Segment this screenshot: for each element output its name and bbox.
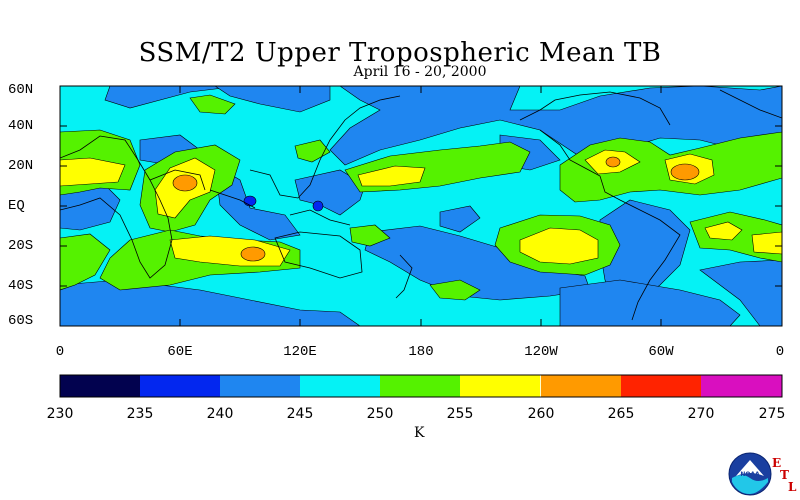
colorbar-label-230: 230	[46, 406, 74, 422]
lon-label-60w: 60W	[648, 344, 674, 360]
colorbar-swatch-235-240	[140, 375, 221, 397]
colorbar-swatch-240-245	[220, 375, 301, 397]
map-subtitle: April 16 - 20, 2000	[353, 64, 487, 80]
contour-255-260	[60, 149, 782, 267]
lon-ticks	[179, 86, 662, 326]
noaa-logo-icon: NOAA	[728, 452, 772, 496]
colorbar-label-260: 260	[527, 406, 555, 422]
colorbar-units: K	[414, 425, 425, 441]
colorbar-swatch-255-260	[460, 375, 541, 397]
colorbar-swatch-230-235	[60, 375, 141, 397]
colorbar-label-270: 270	[687, 406, 715, 422]
colorbar-label-240: 240	[206, 406, 234, 422]
temperature-field	[60, 86, 782, 326]
colorbar-label-275: 275	[758, 406, 786, 422]
colorbar-label-235: 235	[126, 406, 154, 422]
lat-label-40s: 40S	[8, 278, 34, 294]
lon-label-60e: 60E	[167, 344, 193, 360]
noaa-logo-text: NOAA	[740, 471, 760, 478]
contour-240-245	[60, 86, 782, 326]
lat-label-60s: 60S	[8, 313, 34, 329]
colorbar-swatch-250-255	[380, 375, 461, 397]
etl-letter-t: T	[780, 468, 789, 482]
contour-260-265	[172, 156, 700, 262]
lon-label-120e: 120E	[283, 344, 317, 360]
lat-label-40n: 40N	[8, 118, 34, 134]
contour-235-240	[243, 195, 324, 212]
lon-label-120w: 120W	[524, 344, 558, 360]
colorbar-swatch-245-250	[300, 375, 381, 397]
colorbar-swatch-265-270	[621, 375, 702, 397]
lat-label-60n: 60N	[8, 82, 34, 98]
colorbar-swatch-260-265	[541, 375, 622, 397]
etl-letter-e: E	[772, 456, 782, 470]
colorbar-label-250: 250	[366, 406, 394, 422]
lat-label-20s: 20S	[8, 238, 34, 254]
colorbar-label-245: 245	[286, 406, 314, 422]
lon-label-0-east: 0	[775, 344, 785, 360]
etl-letter-l: L	[788, 480, 797, 494]
colorbar	[59, 374, 783, 398]
colorbar-swatch-270-275	[701, 375, 782, 397]
lat-ticks	[60, 125, 782, 287]
lon-label-180: 180	[408, 344, 434, 360]
lat-label-20n: 20N	[8, 158, 34, 174]
map-title: SSM/T2 Upper Tropospheric Mean TB	[138, 38, 662, 68]
colorbar-label-265: 265	[607, 406, 635, 422]
lon-label-0: 0	[55, 344, 65, 360]
coastlines	[60, 89, 782, 321]
colorbar-label-255: 255	[446, 406, 474, 422]
lat-label-eq: EQ	[8, 198, 25, 214]
